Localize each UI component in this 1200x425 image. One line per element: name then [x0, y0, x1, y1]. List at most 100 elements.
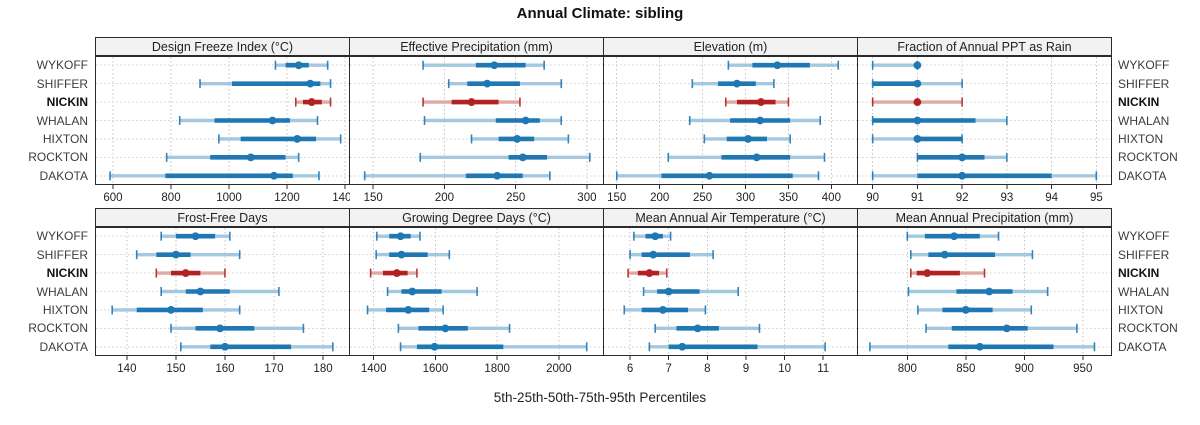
axis-tick-label: 95 [1090, 192, 1103, 204]
axis-tick-label: 6 [627, 363, 633, 375]
station-label-left-shiffer: SHIFFER [36, 247, 88, 262]
axis-tick-label: 600 [103, 192, 122, 204]
station-label-left-nickin: NICKIN [46, 95, 88, 110]
axis-tick-label: 150 [607, 192, 626, 204]
axis-tick-label: 92 [956, 192, 969, 204]
median-dot-hixton [913, 135, 922, 143]
median-dot-dakota [975, 342, 984, 351]
median-dot-shiffer [483, 79, 492, 88]
median-dot-rockton [441, 324, 450, 333]
station-label-right-dakota: DAKOTA [1118, 339, 1167, 354]
panel-title: Mean Annual Precipitation (mm) [857, 208, 1112, 227]
axis-tick-label: 200 [435, 192, 454, 204]
station-label-left-shiffer: SHIFFER [36, 76, 88, 91]
median-dot-dakota [958, 171, 967, 180]
median-dot-nickin [757, 98, 765, 106]
panel-title: Frost-Free Days [95, 208, 350, 227]
median-dot-rockton [958, 153, 967, 162]
median-dot-nickin [181, 269, 190, 277]
station-label-right-nickin: NICKIN [1118, 95, 1160, 110]
axis-tick-label: 9 [743, 363, 749, 375]
panel-frost-free-days: Frost-Free Days 140 150 160 170 180 [95, 208, 350, 377]
median-dot-whalan [756, 116, 765, 125]
axis-tick-label: 1200 [274, 192, 300, 204]
axis-tick-label: 1800 [484, 363, 510, 375]
median-dot-shiffer [397, 250, 406, 259]
median-dot-dakota [270, 171, 278, 180]
station-label-left-wykoff: WYKOFF [36, 58, 88, 73]
axis-tick-label: 8 [704, 363, 710, 375]
axis-tick-label: 140 [117, 363, 136, 375]
median-dot-wykoff [191, 232, 200, 241]
median-dot-hixton [744, 135, 753, 143]
median-dot-hixton [658, 306, 667, 314]
median-dot-shiffer [172, 250, 180, 259]
median-dot-nickin [392, 269, 401, 277]
station-label-right-rockton: ROCKTON [1118, 321, 1178, 336]
panel-design-freeze-index-c: Design Freeze Index (°C) 600 800 1000 1200 14… [95, 37, 350, 206]
median-dot-shiffer [306, 79, 315, 88]
median-dot-hixton [513, 135, 522, 143]
station-label-left-nickin: NICKIN [46, 266, 88, 281]
median-dot-nickin [645, 269, 654, 277]
axis-tick-label: 800 [161, 192, 180, 204]
median-dot-shiffer [913, 79, 922, 88]
panel-plot: 800 850 900 950 [857, 227, 1112, 375]
station-label-left-whalan: WHALAN [36, 284, 88, 299]
median-dot-hixton [167, 306, 175, 314]
axis-tick-label: 93 [1000, 192, 1013, 204]
median-dot-rockton [1002, 324, 1011, 333]
median-dot-nickin [913, 98, 922, 106]
median-dot-wykoff [490, 61, 499, 70]
panel-mean-annual-precipitation-mm: Mean Annual Precipitation (mm) 800 850 900 9… [857, 208, 1112, 377]
station-label-left-dakota: DAKOTA [39, 339, 88, 354]
median-dot-nickin [467, 98, 476, 106]
panel-title: Effective Precipitation (mm) [349, 37, 604, 56]
axis-tick-label: 1400 [361, 363, 387, 375]
station-label-right-dakota: DAKOTA [1118, 168, 1167, 183]
median-dot-wykoff [651, 232, 660, 241]
station-label-right-wykoff: WYKOFF [1118, 229, 1170, 244]
axis-tick-label: 800 [898, 363, 917, 375]
axis-tick-label: 200 [650, 192, 669, 204]
station-label-right-hixton: HIXTON [1118, 302, 1164, 317]
station-label-right-shiffer: SHIFFER [1118, 76, 1170, 91]
axis-tick-label: 150 [166, 363, 185, 375]
median-dot-rockton [246, 153, 255, 162]
axis-tick-label: 11 [817, 363, 829, 375]
median-dot-whalan [664, 287, 673, 296]
station-label-right-shiffer: SHIFFER [1118, 247, 1170, 262]
station-label-right-whalan: WHALAN [1118, 113, 1170, 128]
axis-tick-label: 350 [779, 192, 798, 204]
median-dot-rockton [216, 324, 224, 333]
figure-title: Annual Climate: sibling [516, 5, 684, 22]
median-dot-shiffer [649, 250, 658, 259]
panel-elevation-m: Elevation (m) 150 200 250 300 350 400 [603, 37, 858, 206]
axis-tick-label: 90 [866, 192, 879, 204]
axis-tick-label: 1400 [332, 192, 350, 204]
axis-tick-label: 170 [264, 363, 283, 375]
panel-plot: 1400 1600 1800 2000 [349, 227, 604, 375]
median-dot-wykoff [294, 61, 303, 70]
median-dot-rockton [752, 153, 761, 162]
panel-title: Elevation (m) [603, 37, 858, 56]
axis-tick-label: 250 [506, 192, 525, 204]
panel-plot: 140 150 160 170 180 [95, 227, 350, 375]
axis-tick-label: 950 [1073, 363, 1092, 375]
panel-title: Mean Annual Air Temperature (°C) [603, 208, 858, 227]
median-dot-wykoff [773, 61, 782, 70]
axis-tick-label: 160 [215, 363, 234, 375]
median-dot-whalan [408, 287, 417, 296]
axis-tick-label: 1600 [423, 363, 449, 375]
panel-plot: 6 7 8 9 10 11 [603, 227, 858, 375]
axis-tick-label: 10 [778, 363, 791, 375]
panel-effective-precipitation-mm: Effective Precipitation (mm) 150 200 250 300 [349, 37, 604, 206]
station-label-left-rockton: ROCKTON [28, 321, 88, 336]
axis-tick-label: 2000 [546, 363, 572, 375]
axis-tick-label: 850 [956, 363, 975, 375]
median-dot-wykoff [913, 61, 922, 70]
station-label-right-hixton: HIXTON [1118, 131, 1164, 146]
x-axis-caption: 5th-25th-50th-75th-95th Percentiles [493, 390, 707, 405]
median-dot-whalan [521, 116, 530, 125]
